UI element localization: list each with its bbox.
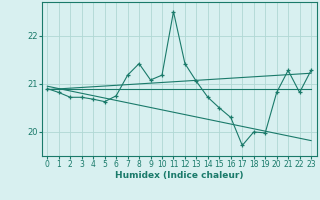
X-axis label: Humidex (Indice chaleur): Humidex (Indice chaleur)	[115, 171, 244, 180]
